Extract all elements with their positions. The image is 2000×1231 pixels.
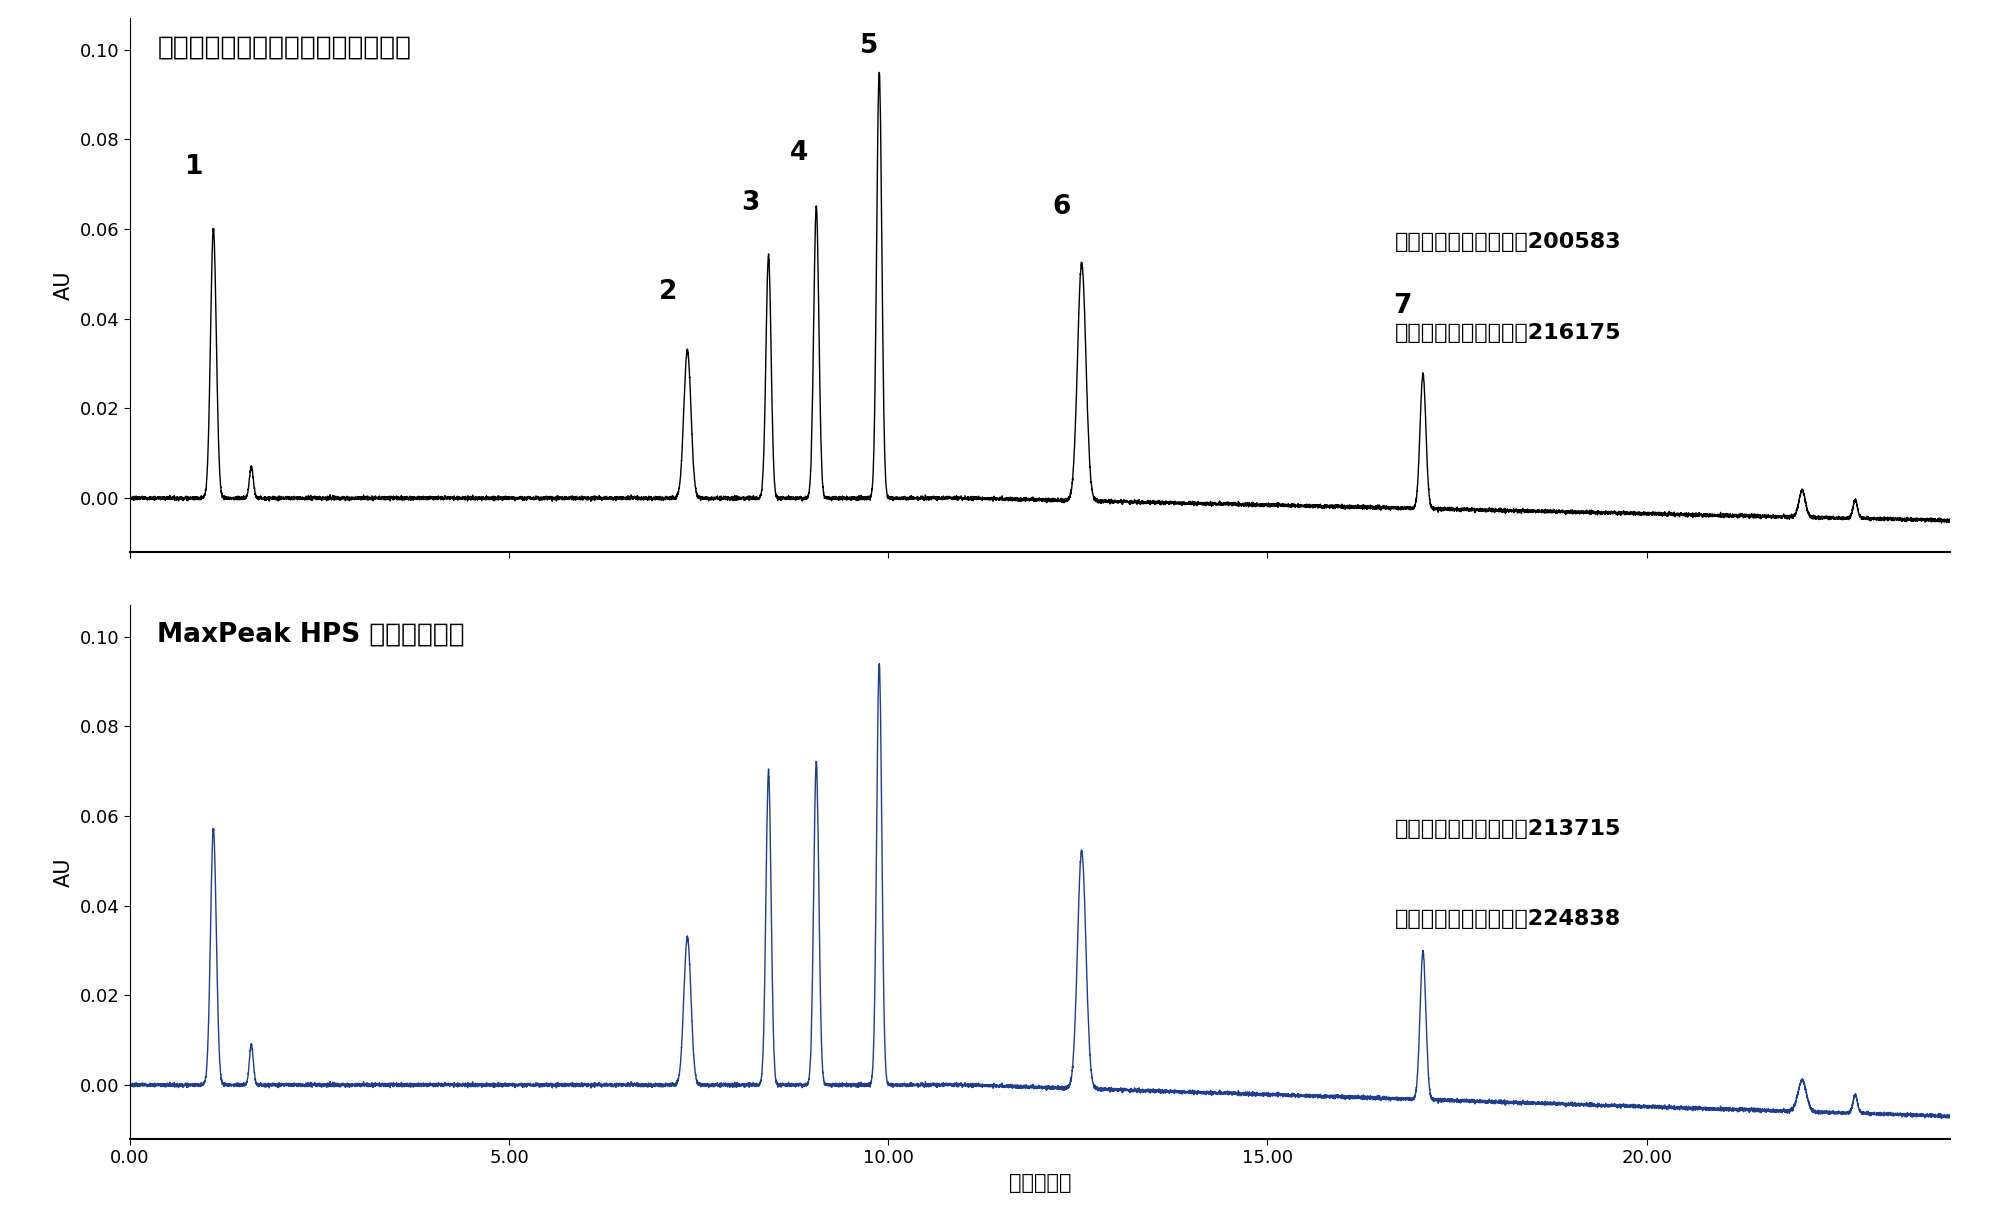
Y-axis label: AU: AU (54, 271, 74, 300)
Text: 1: 1 (186, 154, 204, 180)
Text: 3: 3 (742, 190, 760, 215)
Text: 5: 5 (860, 33, 878, 59)
Text: ピーク３の平均面積：213715: ピーク３の平均面積：213715 (1394, 819, 1622, 838)
Text: ピーク４の平均面積：216175: ピーク４の平均面積：216175 (1394, 323, 1622, 342)
Text: 4: 4 (790, 140, 808, 166)
Text: 2: 2 (660, 279, 678, 305)
Text: ピーク４の平均面積：224838: ピーク４の平均面積：224838 (1394, 910, 1622, 929)
Text: ピーク３の平均面積：200583: ピーク３の平均面積：200583 (1394, 231, 1622, 252)
Text: 6: 6 (1052, 194, 1070, 220)
Text: MaxPeak HPS ハードウェア: MaxPeak HPS ハードウェア (158, 622, 464, 648)
Text: 7: 7 (1394, 293, 1412, 319)
Y-axis label: AU: AU (54, 857, 74, 886)
X-axis label: 時間（分）: 時間（分） (1008, 1173, 1072, 1193)
Text: ステンレススチール製ハードウェア: ステンレススチール製ハードウェア (158, 34, 412, 60)
